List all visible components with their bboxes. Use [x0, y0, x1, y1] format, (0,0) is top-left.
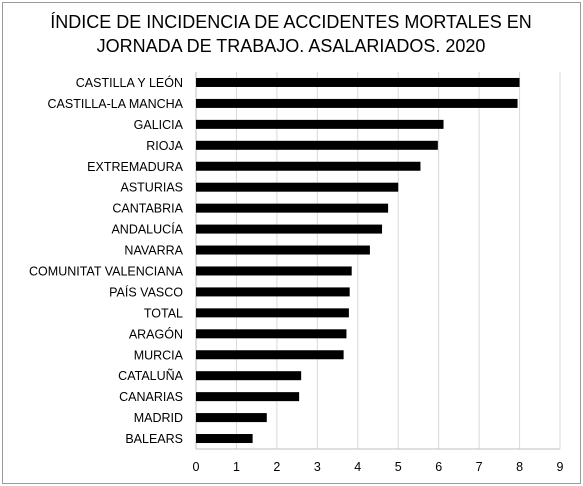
category-label: CATALUÑA	[118, 369, 183, 383]
gridlines	[235, 72, 561, 449]
x-tick-label: 6	[435, 460, 442, 474]
category-label: TOTAL	[144, 306, 183, 320]
category-label: MADRID	[134, 411, 183, 425]
category-label: CASTILLA-LA MANCHA	[48, 97, 184, 111]
bar	[196, 434, 253, 444]
category-label: ARAGÓN	[129, 326, 183, 341]
category-label: GALICIA	[134, 118, 184, 132]
chart-title-line-2: JORNADA DE TRABAJO. ASALARIADOS. 2020	[97, 36, 486, 56]
x-tick-labels: 0 1 2 3 4 5 6 7 8 9	[193, 460, 564, 474]
bar	[196, 224, 383, 234]
bar	[196, 371, 302, 381]
bar	[196, 329, 347, 339]
category-label: CANTABRIA	[112, 202, 183, 216]
axes	[195, 72, 560, 450]
category-label: ANDALUCÍA	[111, 222, 183, 237]
bar	[196, 140, 438, 150]
category-label: PAÍS VASCO	[109, 284, 183, 299]
bar	[196, 119, 444, 129]
category-label: NAVARRA	[124, 244, 183, 258]
bar	[196, 245, 370, 255]
category-label: EXTREMADURA	[87, 160, 184, 174]
chart-title-line-1: ÍNDICE DE INCIDENCIA DE ACCIDENTES MORTA…	[50, 12, 531, 32]
bar	[196, 350, 344, 360]
category-label: CANARIAS	[119, 390, 183, 404]
bar	[196, 287, 350, 297]
bar	[196, 161, 421, 171]
category-label: ASTURIAS	[120, 181, 183, 195]
chart-title: ÍNDICE DE INCIDENCIA DE ACCIDENTES MORTA…	[50, 12, 531, 56]
bar	[196, 98, 518, 108]
category-labels: CASTILLA Y LEÓN CASTILLA-LA MANCHA GALICIA…	[29, 75, 184, 446]
x-tick-label: 1	[233, 460, 240, 474]
x-tick-label: 9	[557, 460, 564, 474]
category-label: COMUNITAT VALENCIANA	[29, 264, 184, 278]
x-tick-label: 4	[354, 460, 361, 474]
bar	[196, 203, 389, 213]
x-tick-label: 0	[193, 460, 200, 474]
category-label: BALEARS	[125, 432, 183, 446]
bar	[196, 182, 399, 192]
x-tick-label: 3	[314, 460, 321, 474]
bar	[196, 266, 352, 276]
bars	[196, 77, 520, 444]
bar	[196, 392, 300, 402]
category-label: RIOJA	[146, 139, 183, 153]
x-tick-label: 8	[516, 460, 523, 474]
bar	[196, 308, 349, 318]
category-label: MURCIA	[134, 348, 184, 362]
category-label: CASTILLA Y LEÓN	[76, 75, 183, 90]
x-tick-label: 5	[395, 460, 402, 474]
x-tick-label: 7	[476, 460, 483, 474]
bar	[196, 77, 520, 87]
bar	[196, 413, 267, 423]
x-tick-label: 2	[273, 460, 280, 474]
